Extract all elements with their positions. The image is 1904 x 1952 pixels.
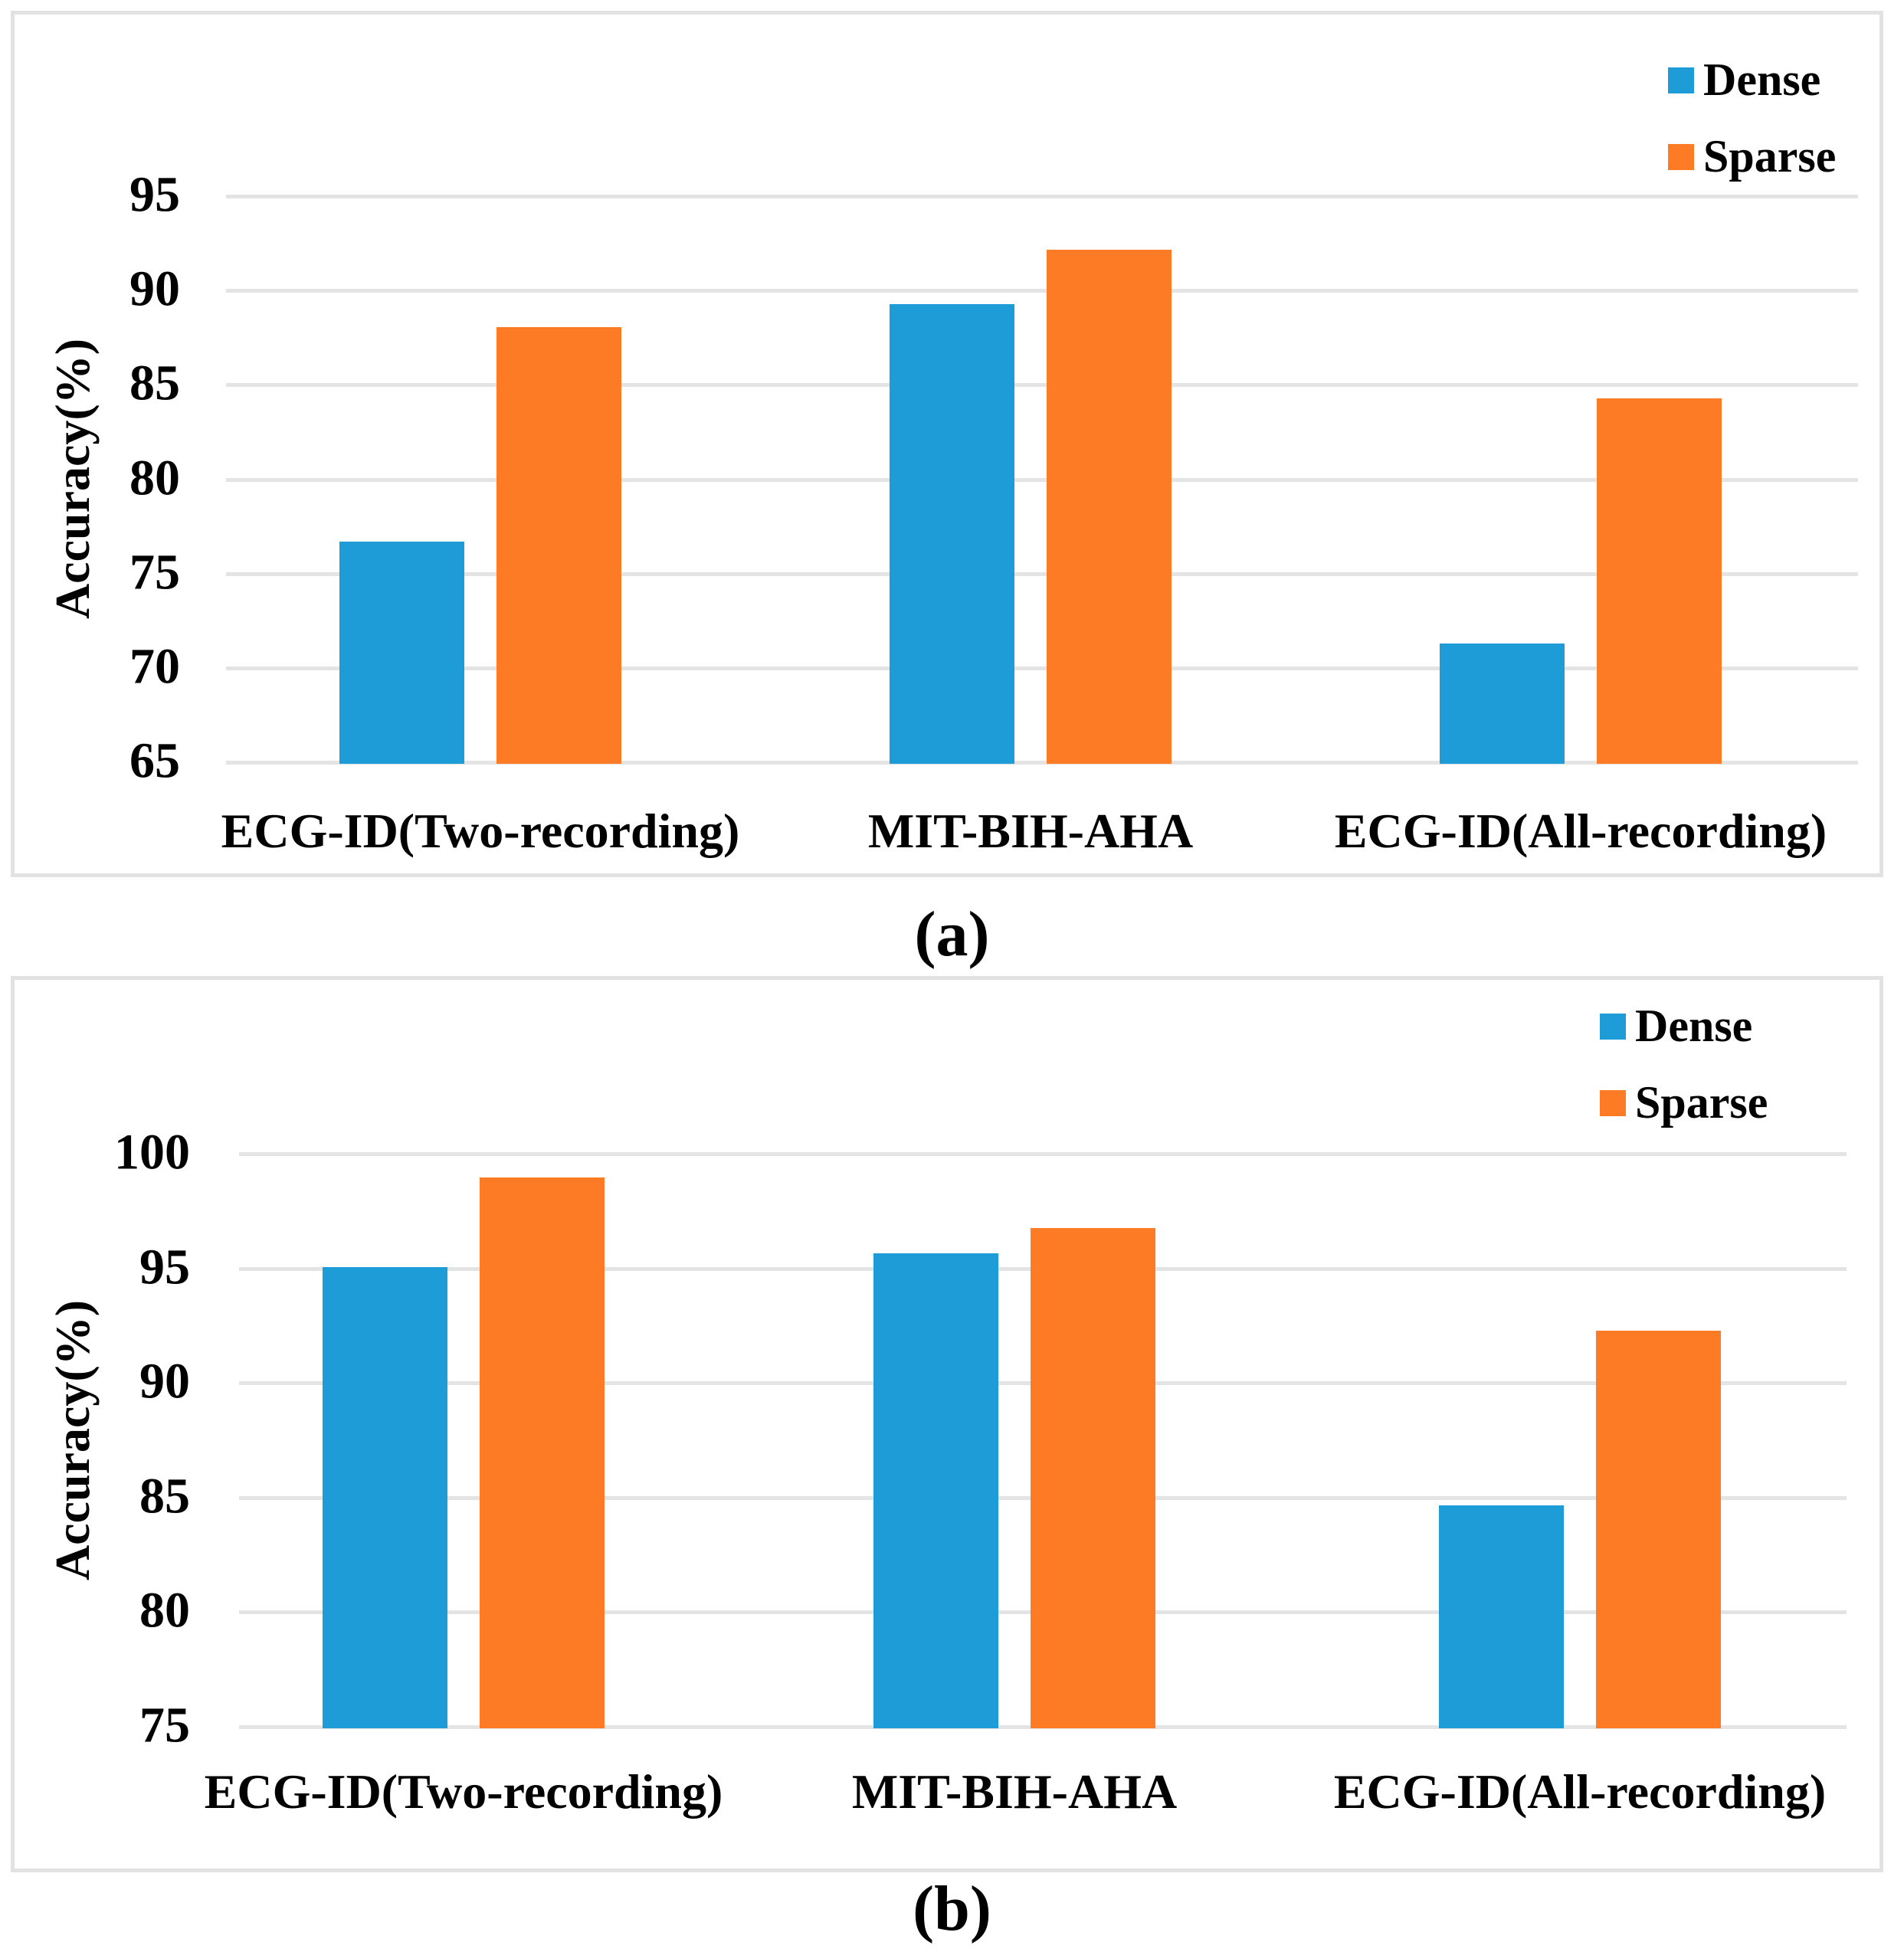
y-tick-label-a: 95	[129, 166, 180, 223]
bar-dense-a-3	[1440, 644, 1565, 764]
y-tick-label-a: 75	[129, 544, 180, 601]
bar-sparse-b-1	[480, 1177, 605, 1728]
gridline-a-75	[226, 572, 1858, 576]
legend-label-dense: Dense	[1635, 1000, 1753, 1051]
bar-sparse-b-2	[1031, 1227, 1155, 1728]
bar-sparse-a-2	[1047, 249, 1172, 764]
gridline-a-85	[226, 383, 1858, 388]
y-axis-title-a: Accuracy(%)	[45, 338, 100, 620]
category-label-b-1: ECG-ID(Two-recording)	[204, 1764, 723, 1819]
y-tick-label-b: 85	[139, 1468, 190, 1525]
bar-sparse-b-3	[1596, 1331, 1721, 1728]
gridline-a-90	[226, 289, 1858, 293]
legend-label-sparse: Sparse	[1635, 1076, 1768, 1128]
category-label-a-1: ECG-ID(Two-recording)	[221, 804, 740, 858]
y-tick-label-b: 80	[139, 1583, 190, 1639]
bar-dense-b-2	[873, 1253, 998, 1728]
y-tick-label-b: 90	[139, 1353, 190, 1410]
y-tick-label-a: 65	[129, 732, 180, 789]
gridline-a-70	[226, 666, 1858, 670]
category-label-b-3: ECG-ID(All-recording)	[1333, 1764, 1827, 1819]
gridline-a-80	[226, 477, 1858, 482]
bar-dense-a-1	[339, 542, 464, 764]
category-label-a-3: ECG-ID(All-recording)	[1334, 804, 1827, 858]
legend-swatch-dense-icon	[1668, 67, 1694, 93]
legend-swatch-sparse-icon	[1668, 144, 1694, 170]
gridline-a-65	[226, 761, 1858, 765]
legend-swatch-sparse-icon	[1600, 1090, 1626, 1116]
y-tick-label-b: 100	[114, 1124, 190, 1181]
y-axis-title-b: Accuracy(%)	[45, 1299, 100, 1581]
legend-label-sparse: Sparse	[1703, 130, 1837, 182]
legend-label-dense: Dense	[1703, 54, 1821, 105]
y-tick-label-a: 70	[129, 638, 180, 695]
y-tick-label-a: 80	[129, 450, 180, 506]
y-tick-label-a: 85	[129, 355, 180, 412]
y-tick-label-b: 95	[139, 1239, 190, 1295]
y-tick-label-b: 75	[139, 1697, 190, 1754]
bar-dense-b-3	[1439, 1505, 1564, 1728]
gridline-b-100	[239, 1152, 1847, 1156]
bar-dense-a-2	[890, 303, 1014, 764]
caption-a: (a)	[914, 899, 990, 970]
caption-b: (b)	[913, 1873, 991, 1944]
bar-sparse-a-1	[496, 326, 621, 764]
category-label-a-2: MIT-BIH-AHA	[867, 804, 1194, 858]
y-tick-label-a: 90	[129, 260, 180, 317]
gridline-a-95	[226, 195, 1858, 199]
legend-swatch-dense-icon	[1600, 1014, 1626, 1040]
bar-sparse-a-3	[1597, 398, 1722, 764]
category-label-b-2: MIT-BIH-AHA	[851, 1764, 1178, 1819]
bar-dense-b-1	[323, 1266, 447, 1728]
